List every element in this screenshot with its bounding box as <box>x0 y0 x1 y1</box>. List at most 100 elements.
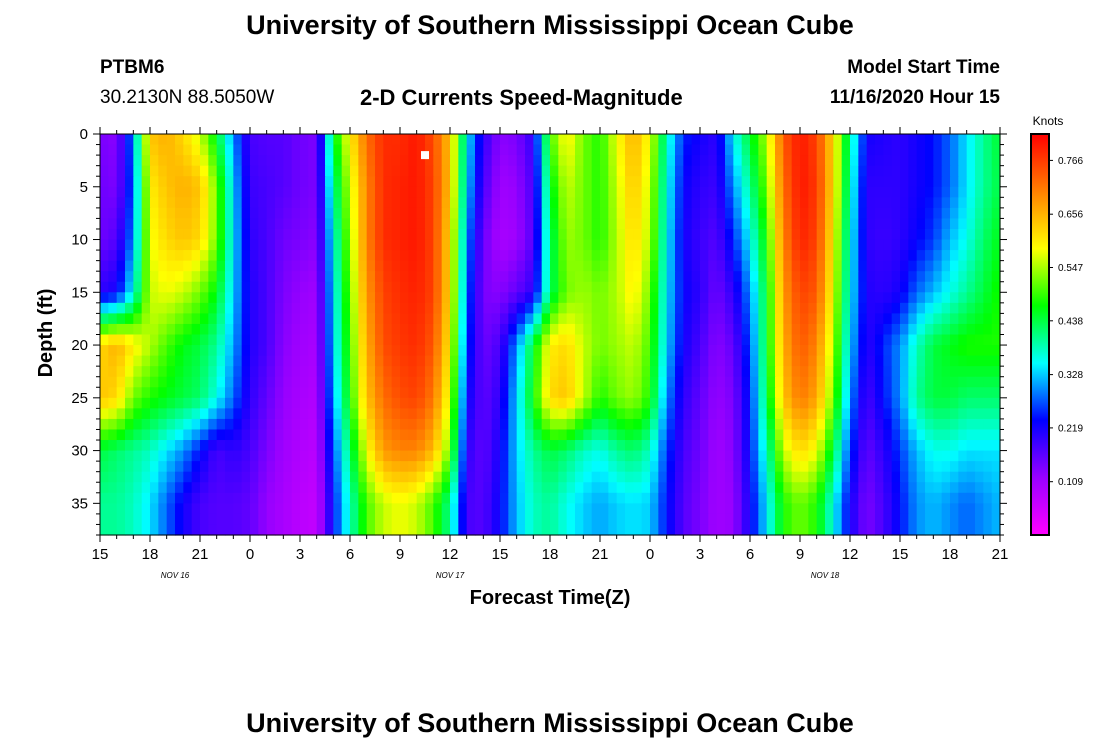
heatmap-cell <box>783 271 793 283</box>
heatmap-cell <box>250 440 259 452</box>
heatmap-cell <box>991 503 1001 515</box>
heatmap-cell <box>233 429 243 441</box>
heatmap-cell <box>383 408 393 420</box>
heatmap-cell <box>191 218 201 230</box>
heatmap-cell <box>550 302 559 314</box>
heatmap-cell <box>350 418 359 431</box>
heatmap-cell <box>333 302 343 314</box>
heatmap-cell <box>383 281 393 293</box>
heatmap-cell <box>583 281 593 293</box>
heatmap-cell <box>600 471 609 483</box>
heatmap-cell <box>408 376 418 388</box>
heatmap-cell <box>766 418 776 431</box>
heatmap-cell <box>208 440 218 452</box>
heatmap-cell <box>625 418 634 431</box>
heatmap-cell <box>433 292 443 304</box>
heatmap-cell <box>591 313 601 325</box>
heatmap-cell <box>325 239 334 251</box>
heatmap-cell <box>175 207 184 220</box>
heatmap-cell <box>283 366 293 378</box>
heatmap-cell <box>116 376 126 388</box>
heatmap-cell <box>583 292 593 304</box>
heatmap-cell <box>108 524 118 536</box>
heatmap-cell <box>516 471 526 483</box>
heatmap-cell <box>350 471 359 483</box>
y-tick-label: 15 <box>71 284 88 301</box>
heatmap-cell <box>575 271 584 283</box>
heatmap-cell <box>975 376 984 388</box>
heatmap-cell <box>216 239 226 251</box>
heatmap-cell <box>600 292 609 304</box>
heatmap-cell <box>658 524 668 536</box>
heatmap-cell <box>666 429 676 441</box>
heatmap-cell <box>250 471 259 483</box>
heatmap-cell <box>100 292 109 304</box>
heatmap-cell <box>908 440 918 452</box>
heatmap-cell <box>991 418 1001 431</box>
heatmap-cell <box>366 387 376 399</box>
heatmap-cell <box>766 397 776 409</box>
heatmap-cell <box>783 503 793 515</box>
heatmap-cell <box>758 387 768 399</box>
heatmap-cell <box>891 313 901 325</box>
heatmap-cell <box>883 376 893 388</box>
heatmap-cell <box>366 197 376 209</box>
heatmap-cell <box>425 313 434 325</box>
heatmap-cell <box>266 292 276 304</box>
heatmap-cell <box>841 524 851 536</box>
heatmap-cell <box>408 218 418 230</box>
heatmap-cell <box>441 281 451 293</box>
heatmap-cell <box>666 250 676 262</box>
heatmap-cell <box>841 482 851 494</box>
heatmap-cell <box>466 513 476 526</box>
heatmap-cell <box>200 492 209 504</box>
heatmap-cell <box>791 366 801 378</box>
heatmap-cell <box>833 513 843 526</box>
heatmap-cell <box>475 323 484 336</box>
heatmap-cell <box>158 334 168 346</box>
heatmap-cell <box>583 323 593 336</box>
heatmap-cell <box>775 397 784 409</box>
heatmap-cell <box>533 450 543 462</box>
heatmap-cell <box>516 281 526 293</box>
heatmap-cell <box>466 144 476 156</box>
heatmap-cell <box>966 165 976 177</box>
heatmap-cell <box>858 366 868 378</box>
heatmap-cell <box>516 387 526 399</box>
heatmap-cell <box>525 271 534 283</box>
heatmap-cell <box>566 302 576 314</box>
heatmap-cell <box>833 492 843 504</box>
heatmap-cell <box>291 271 301 283</box>
heatmap-cell <box>883 155 893 167</box>
heatmap-cell <box>150 429 159 441</box>
heatmap-cell <box>550 334 559 346</box>
heatmap-cell <box>533 250 543 262</box>
heatmap-cell <box>308 218 318 230</box>
heatmap-cell <box>325 218 334 230</box>
heatmap-cell <box>333 144 343 156</box>
heatmap-cell <box>658 134 668 146</box>
heatmap-cell <box>758 250 768 262</box>
heatmap-cell <box>200 345 209 357</box>
heatmap-cell <box>966 134 976 146</box>
heatmap-cell <box>100 408 109 420</box>
heatmap-cell <box>458 134 468 146</box>
heatmap-cell <box>150 228 159 241</box>
heatmap-cell <box>891 250 901 262</box>
heatmap-cell <box>625 366 634 378</box>
heatmap-cell <box>616 155 626 167</box>
heatmap-cell <box>333 281 343 293</box>
heatmap-cell <box>866 323 876 336</box>
heatmap-cell <box>716 176 726 188</box>
heatmap-cell <box>683 503 693 515</box>
heatmap-cell <box>708 492 718 504</box>
heatmap-cell <box>300 313 309 325</box>
heatmap-cell <box>583 429 593 441</box>
heatmap-cell <box>558 165 568 177</box>
heatmap-cell <box>566 165 576 177</box>
heatmap-cell <box>141 144 151 156</box>
heatmap-cell <box>416 260 426 272</box>
heatmap-cell <box>216 471 226 483</box>
heatmap-cell <box>558 513 568 526</box>
heatmap-cell <box>491 155 501 167</box>
